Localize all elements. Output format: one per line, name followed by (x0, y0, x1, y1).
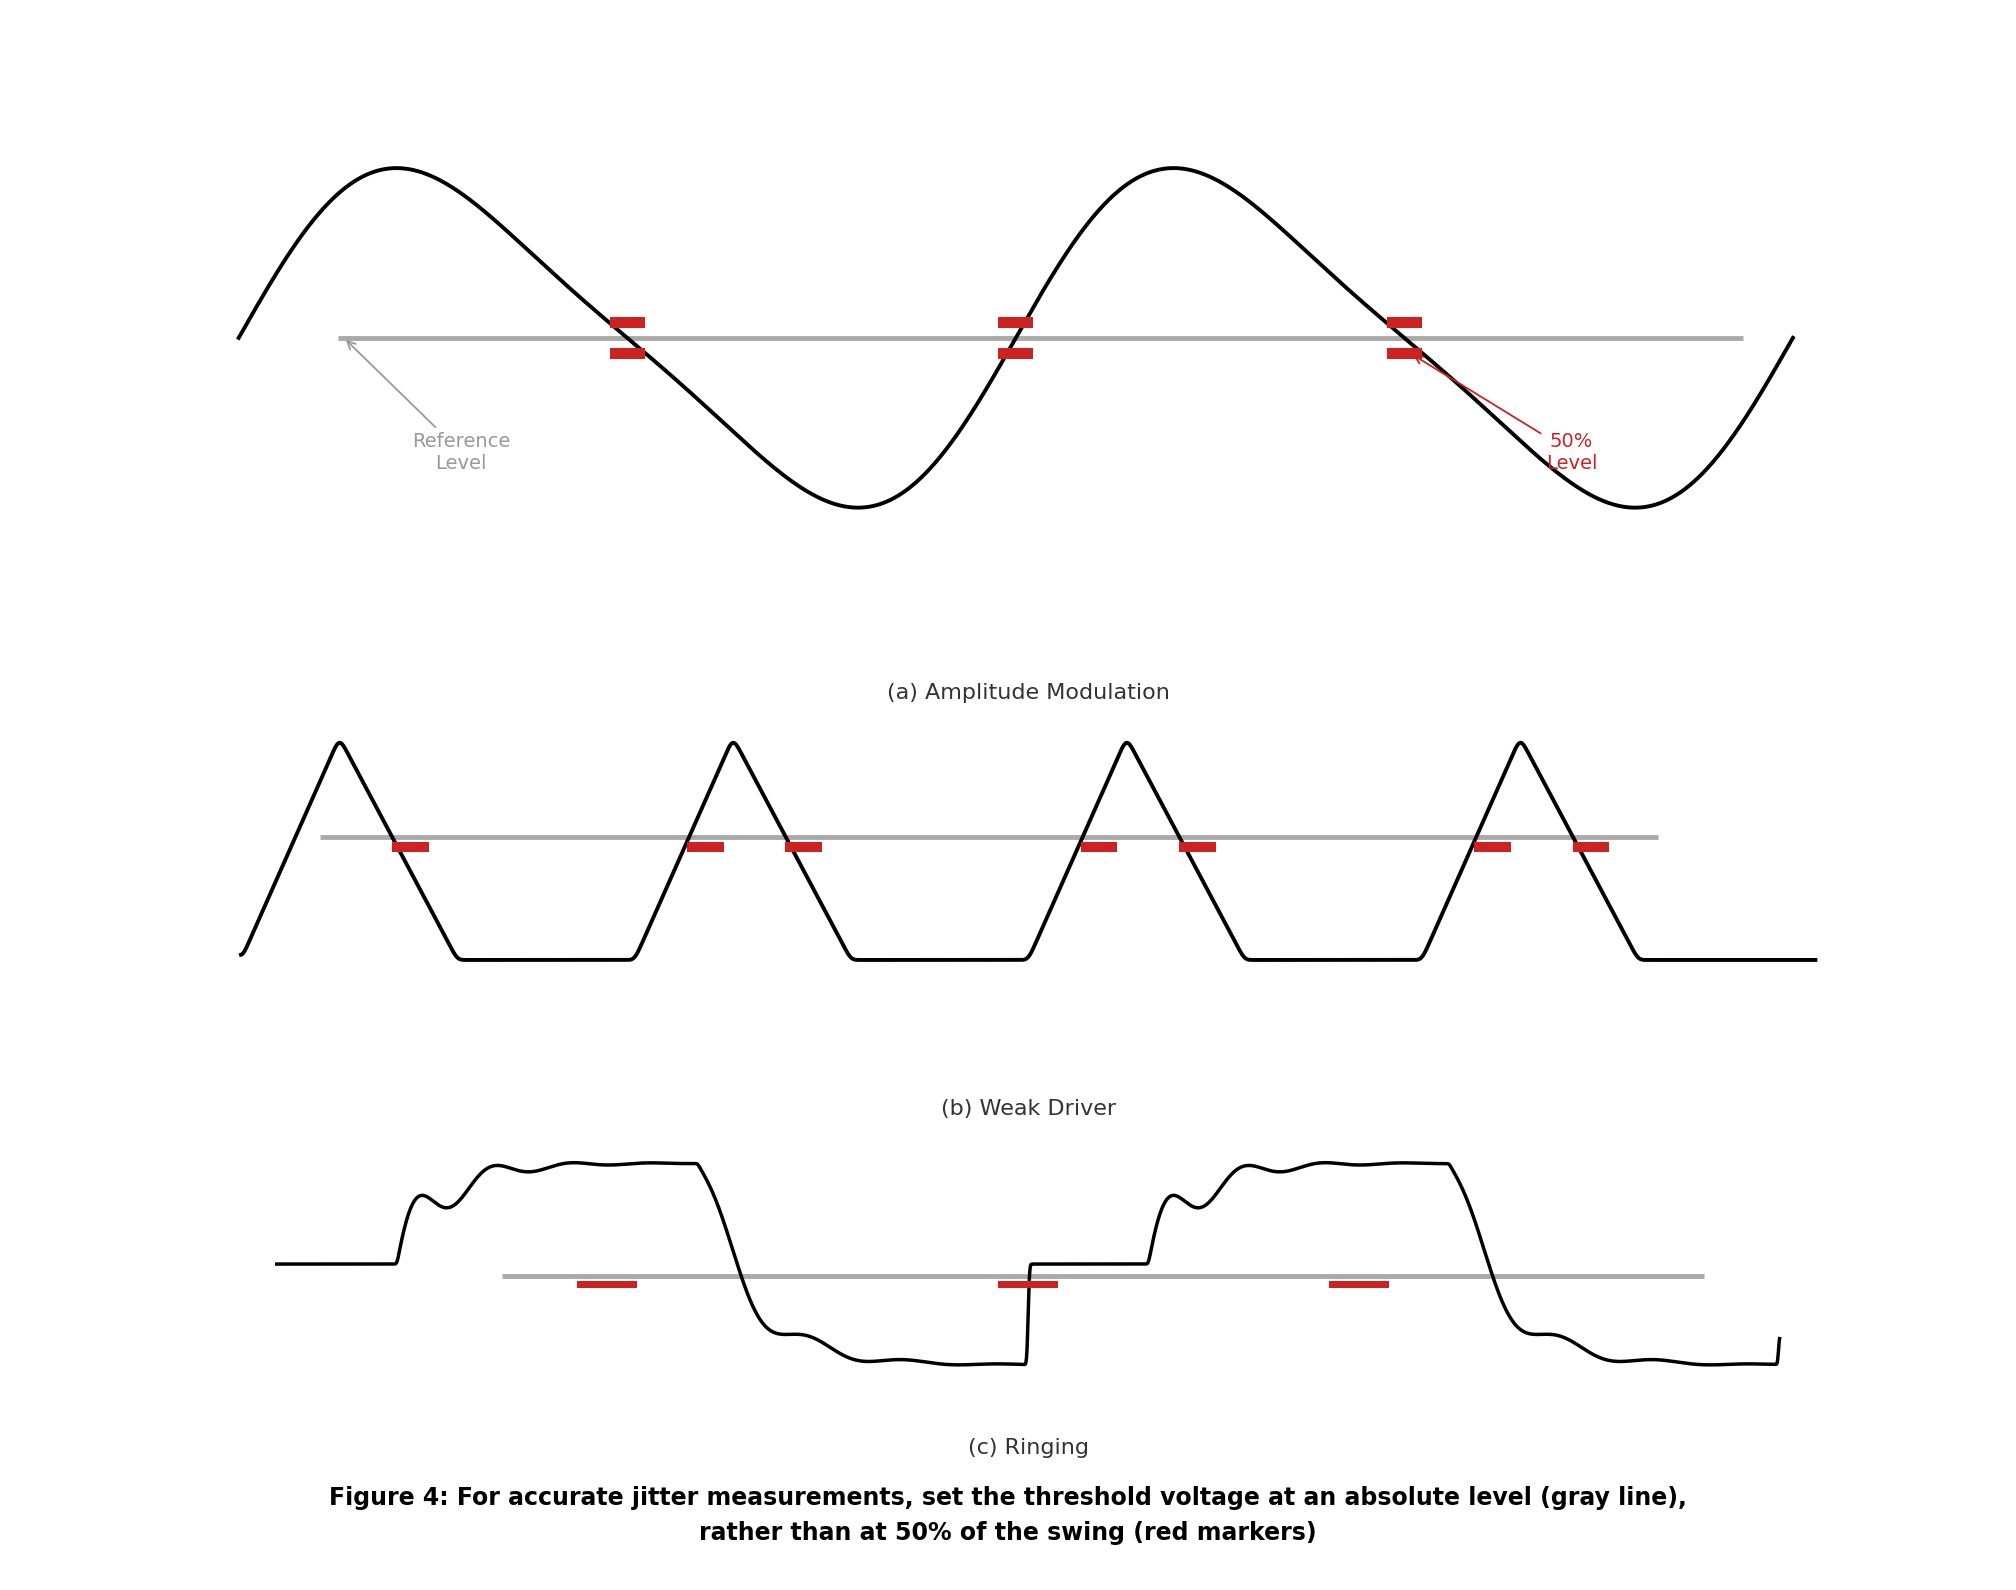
Bar (611, 348, 645, 359)
Text: 50%
Level: 50% Level (1415, 356, 1597, 472)
Text: Figure 4: For accurate jitter measurements, set the threshold voltage at an abso: Figure 4: For accurate jitter measuremen… (329, 1487, 1687, 1545)
Bar (1387, 348, 1421, 359)
Bar (998, 348, 1034, 359)
Bar (998, 316, 1034, 328)
Text: Reference
Level: Reference Level (347, 342, 510, 472)
Bar (1387, 316, 1421, 328)
Bar (1387, 348, 1421, 359)
Text: (c) Ringing: (c) Ringing (968, 1437, 1089, 1458)
Bar (609, 348, 645, 359)
Text: (a) Amplitude Modulation: (a) Amplitude Modulation (887, 684, 1169, 703)
Bar (998, 1282, 1058, 1288)
Bar (1474, 841, 1510, 852)
Bar (998, 348, 1032, 359)
Bar (998, 316, 1032, 328)
Bar (687, 841, 724, 852)
Bar (786, 841, 823, 852)
Bar (611, 316, 645, 328)
Bar (577, 1282, 637, 1288)
Bar (1179, 841, 1216, 852)
Bar (1572, 841, 1609, 852)
Bar (1387, 316, 1421, 328)
Bar (391, 841, 429, 852)
Bar (1329, 1282, 1389, 1288)
Bar (1081, 841, 1117, 852)
Bar (609, 316, 645, 328)
Text: (b) Weak Driver: (b) Weak Driver (941, 1099, 1115, 1119)
